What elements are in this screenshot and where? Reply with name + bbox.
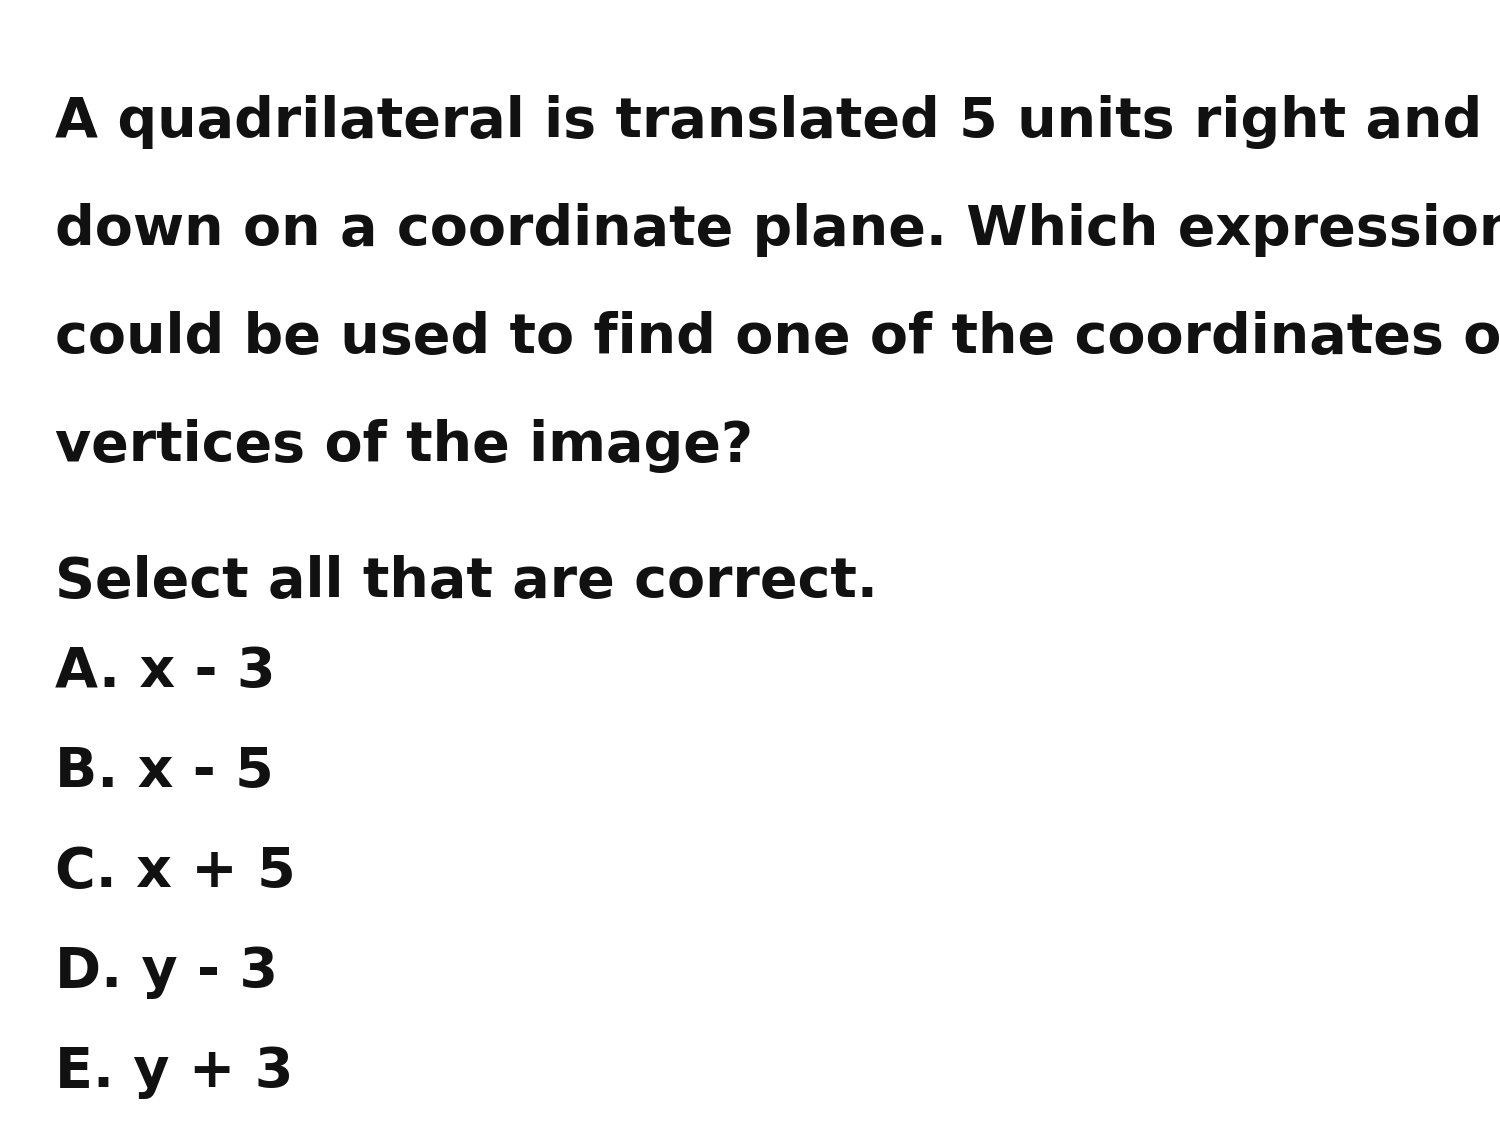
Text: could be used to find one of the coordinates of the: could be used to find one of the coordin… bbox=[56, 311, 1500, 365]
Text: A quadrilateral is translated 5 units right and 3 units: A quadrilateral is translated 5 units ri… bbox=[56, 95, 1500, 149]
Text: vertices of the image?: vertices of the image? bbox=[56, 418, 753, 473]
Text: Select all that are correct.: Select all that are correct. bbox=[56, 555, 877, 609]
Text: E. y + 3: E. y + 3 bbox=[56, 1045, 294, 1099]
Text: B. x - 5: B. x - 5 bbox=[56, 744, 273, 799]
Text: A. x - 3: A. x - 3 bbox=[56, 645, 276, 699]
Text: C. x + 5: C. x + 5 bbox=[56, 845, 296, 899]
Text: down on a coordinate plane. Which expressions: down on a coordinate plane. Which expres… bbox=[56, 203, 1500, 257]
Text: D. y - 3: D. y - 3 bbox=[56, 945, 278, 999]
